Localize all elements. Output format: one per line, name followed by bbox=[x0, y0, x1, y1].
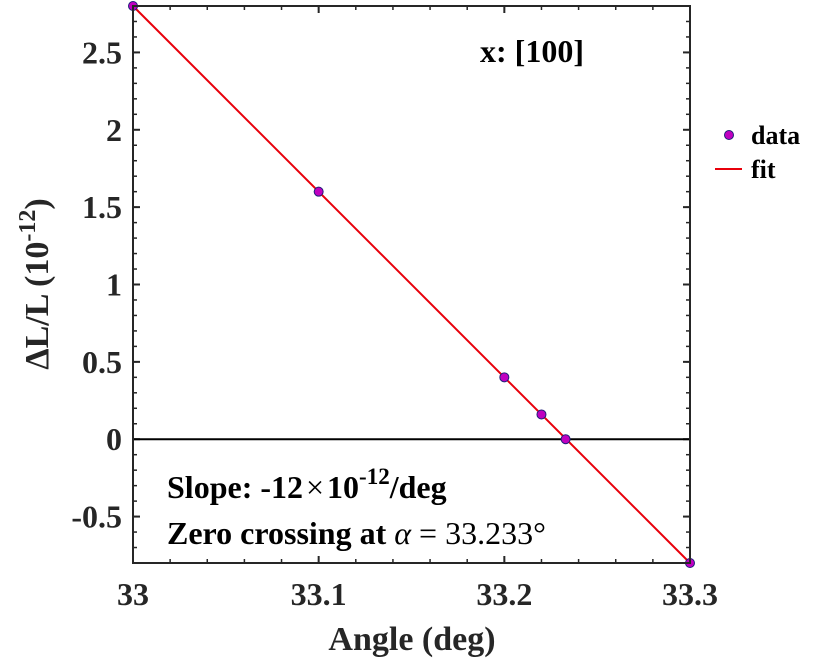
data-point bbox=[499, 372, 510, 383]
legend-data-marker bbox=[724, 130, 734, 140]
y-tick-label: 1.5 bbox=[82, 189, 122, 225]
legend-label-fit: fit bbox=[751, 155, 776, 184]
x-tick-label: 33.2 bbox=[476, 576, 532, 612]
slope-prefix: Slope: -12 bbox=[167, 469, 303, 505]
y-axis-label-close: ) bbox=[19, 198, 56, 209]
y-tick-labels: -0.5 0 0.5 1 1.5 2 2.5 bbox=[71, 34, 122, 534]
fit-line bbox=[132, 5, 691, 564]
data-point bbox=[560, 434, 571, 445]
y-tick-label: 0 bbox=[106, 421, 122, 457]
y-tick-label: -0.5 bbox=[71, 499, 122, 535]
y-axis-label-exponent: -12 bbox=[15, 210, 41, 242]
zero-suffix: = 33.233° bbox=[411, 515, 546, 551]
zero-crossing-annotation: Zero crossing at α = 33.233° bbox=[167, 515, 546, 551]
plot-frame bbox=[132, 5, 691, 564]
data-point bbox=[536, 409, 547, 420]
slope-ten: 10 bbox=[327, 469, 359, 505]
data-points bbox=[128, 1, 695, 568]
slope-annotation: Slope: -12×10-12/deg bbox=[167, 464, 447, 505]
x-tick-label: 33 bbox=[117, 576, 149, 612]
legend-label-data: data bbox=[751, 121, 800, 150]
alpha-symbol: α bbox=[394, 515, 412, 551]
y-tick-label: 0.5 bbox=[82, 344, 122, 380]
legend: data fit bbox=[715, 121, 800, 184]
y-axis-label-main: ΔL/L (10 bbox=[19, 242, 56, 370]
y-axis-label: ΔL/L (10-12) bbox=[15, 198, 56, 369]
zero-prefix: Zero crossing at bbox=[167, 515, 394, 551]
x-axis-label: Angle (deg) bbox=[328, 621, 495, 658]
chart-title: x: [100] bbox=[480, 33, 584, 69]
x-tick-labels: 33 33.1 33.2 33.3 bbox=[117, 576, 718, 612]
x-tick-label: 33.3 bbox=[662, 576, 718, 612]
slope-exponent: -12 bbox=[359, 464, 390, 489]
y-tick-label: 1 bbox=[106, 267, 122, 303]
data-point bbox=[313, 186, 324, 197]
x-tick-label: 33.1 bbox=[291, 576, 347, 612]
slope-suffix: /deg bbox=[389, 469, 447, 505]
y-tick-label: 2 bbox=[106, 112, 122, 148]
slope-times: × bbox=[306, 469, 324, 505]
y-tick-label: 2.5 bbox=[82, 34, 122, 70]
